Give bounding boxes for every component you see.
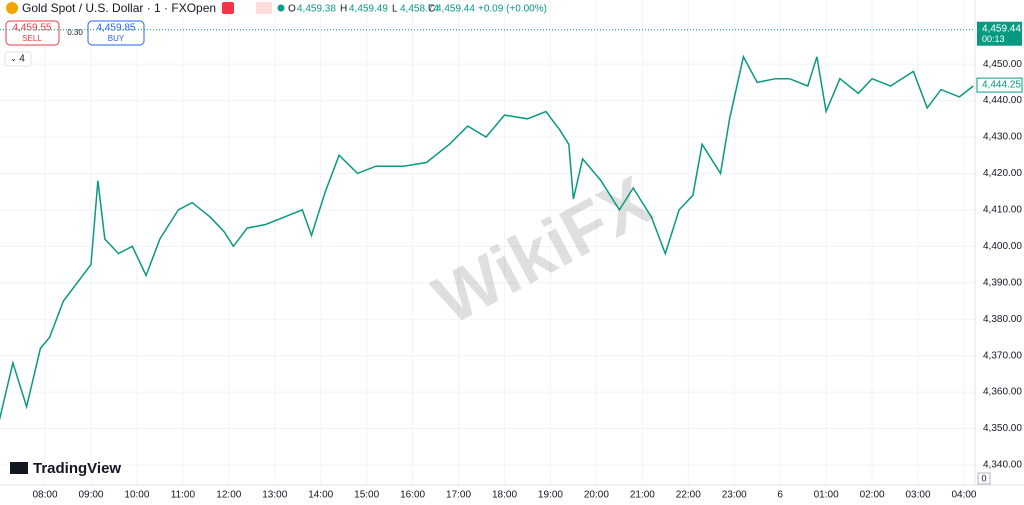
corner-box xyxy=(977,472,991,485)
o-value: 4,459.38 xyxy=(297,4,336,15)
x-tick-label: 21:00 xyxy=(630,490,655,501)
icon xyxy=(222,2,234,14)
sell-label: SELL xyxy=(22,34,42,43)
change: +0.09 (+0.00%) xyxy=(478,4,547,15)
corner-label: 0 xyxy=(981,473,986,483)
y-tick-label: 4,360.00 xyxy=(983,387,1022,398)
x-tick-label: 17:00 xyxy=(446,490,471,501)
o-label: O xyxy=(288,4,296,15)
buy-button[interactable] xyxy=(87,20,145,46)
y-tick-label: 4,450.00 xyxy=(983,59,1022,70)
y-tick-label: 4,380.00 xyxy=(983,314,1022,325)
y-tick-label: 4,400.00 xyxy=(983,241,1022,252)
symbol: Gold Spot / U.S. Dollar · 1 · FXOpen xyxy=(22,1,216,15)
l-label: L xyxy=(392,4,398,15)
logo-mark xyxy=(10,462,28,474)
y-tick-label: 4,340.00 xyxy=(983,460,1022,471)
buy-label: BUY xyxy=(108,34,125,43)
h-value: 4,459.49 xyxy=(349,4,388,15)
symbol-icon xyxy=(6,2,18,14)
x-tick-label: 18:00 xyxy=(492,490,517,501)
y-tick-label: 4,430.00 xyxy=(983,132,1022,143)
marker-price-box xyxy=(976,77,1023,93)
x-tick-label: 10:00 xyxy=(124,490,149,501)
status-dot xyxy=(277,4,285,12)
x-tick-label: 19:00 xyxy=(538,490,563,501)
indicator-count: 4 xyxy=(19,54,25,65)
y-tick-label: 4,370.00 xyxy=(983,350,1022,361)
marker-price-label: 4,444.25 xyxy=(982,80,1021,91)
y-tick-label: 4,410.00 xyxy=(983,205,1022,216)
x-tick-label: 03:00 xyxy=(906,490,931,501)
x-tick-label: 15:00 xyxy=(354,490,379,501)
buy-price: 4,459.85 xyxy=(97,23,136,34)
x-tick-label: 12:00 xyxy=(216,490,241,501)
spread: 0.30 xyxy=(67,28,83,37)
y-tick-label: 4,350.00 xyxy=(983,423,1022,434)
x-tick-label: 23:00 xyxy=(722,490,747,501)
price-line xyxy=(0,54,974,421)
last-price-label: 4,459.44 xyxy=(982,23,1021,34)
x-tick-label: 04:00 xyxy=(951,490,976,501)
icon xyxy=(256,2,272,14)
x-tick-label: 01:00 xyxy=(814,490,839,501)
c-label: C xyxy=(428,4,435,15)
x-tick-label: 22:00 xyxy=(676,490,701,501)
sell-button[interactable] xyxy=(5,20,60,46)
indicator-toggle[interactable] xyxy=(4,51,32,67)
c-value: 4,459.44 xyxy=(436,4,475,15)
y-tick-label: 4,390.00 xyxy=(983,277,1022,288)
logo: TradingView xyxy=(33,460,121,477)
x-tick-label: 6 xyxy=(777,490,783,501)
y-tick-label: 4,440.00 xyxy=(983,95,1022,106)
x-tick-label: 20:00 xyxy=(584,490,609,501)
x-tick-label: 09:00 xyxy=(78,490,103,501)
x-tick-label: 16:00 xyxy=(400,490,425,501)
sell-price: 4,459.55 xyxy=(13,23,52,34)
plot xyxy=(0,54,974,421)
x-tick-label: 14:00 xyxy=(308,490,333,501)
x-tick-label: 13:00 xyxy=(262,490,287,501)
header: Gold Spot / U.S. Dollar · 1 · FXOpen O 4… xyxy=(6,1,547,15)
y-tick-label: 4,420.00 xyxy=(983,168,1022,179)
grid xyxy=(0,0,975,485)
chevron: ⌄ xyxy=(10,54,17,63)
x-tick-label: 02:00 xyxy=(860,490,885,501)
last-price-box xyxy=(977,21,1022,46)
l-value: 4,458.74 xyxy=(400,4,439,15)
x-tick-label: 08:00 xyxy=(33,490,58,501)
x-tick-label: 11:00 xyxy=(171,490,196,501)
time-left: 00:13 xyxy=(982,34,1005,44)
h-label: H xyxy=(340,4,347,15)
